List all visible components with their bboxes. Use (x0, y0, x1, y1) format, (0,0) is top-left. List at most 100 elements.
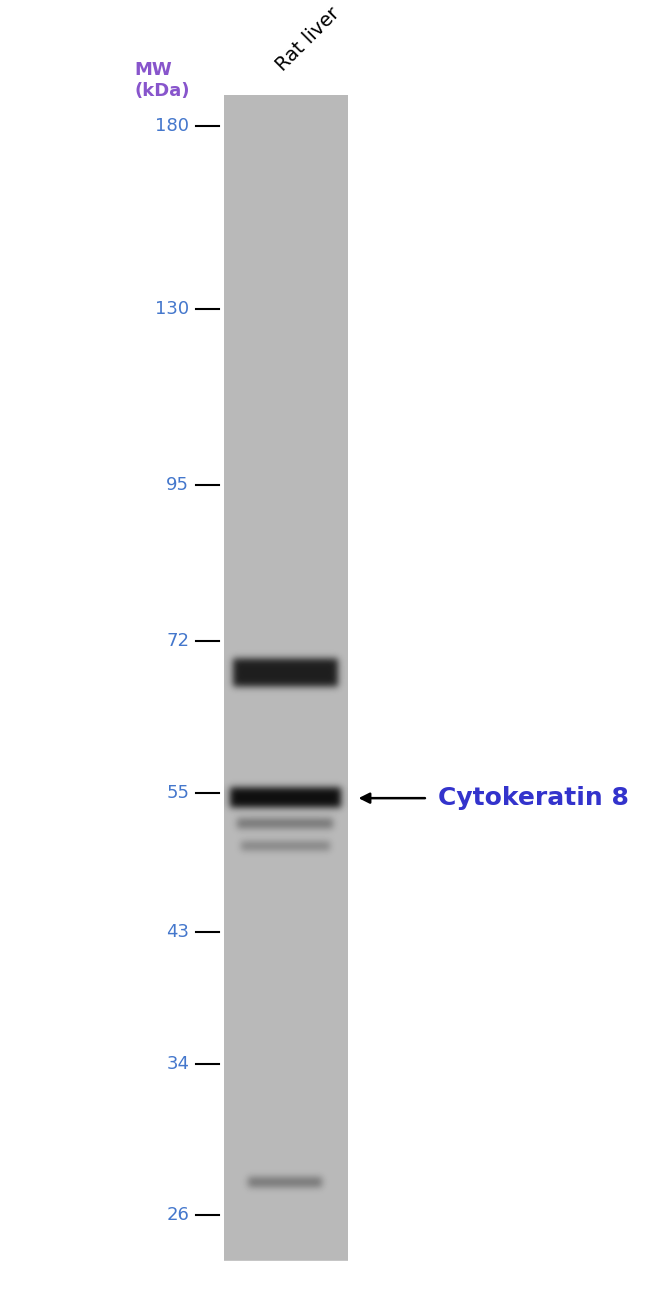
Bar (224, 812, 348, 818)
Bar (224, 573, 348, 579)
Bar (224, 101, 348, 107)
Bar (224, 1115, 348, 1121)
Bar (224, 584, 348, 591)
Bar (224, 1173, 348, 1179)
Text: Cytokeratin 8: Cytokeratin 8 (437, 786, 629, 811)
Bar (224, 864, 348, 870)
Bar (224, 538, 348, 544)
Bar (224, 224, 348, 230)
Text: 55: 55 (166, 784, 189, 802)
Text: 95: 95 (166, 476, 189, 494)
Bar (224, 177, 348, 184)
Bar (224, 240, 348, 247)
Bar (224, 526, 348, 533)
Bar (224, 136, 348, 142)
Bar (224, 1224, 348, 1232)
Bar (224, 473, 348, 481)
Bar (224, 94, 348, 102)
Bar (224, 1231, 348, 1237)
Text: 34: 34 (166, 1055, 189, 1073)
Bar (224, 800, 348, 807)
Bar (224, 270, 348, 277)
Bar (224, 794, 348, 800)
Bar (224, 1080, 348, 1086)
Bar (224, 899, 348, 905)
Bar (224, 636, 348, 644)
Bar (224, 940, 348, 946)
Bar (224, 590, 348, 597)
Bar (224, 531, 348, 539)
Bar (224, 387, 348, 393)
Bar (224, 375, 348, 381)
Bar (224, 835, 348, 842)
Bar (224, 456, 348, 463)
Bar (224, 1143, 348, 1151)
Bar (224, 415, 348, 423)
Bar (224, 870, 348, 877)
Bar (224, 1085, 348, 1093)
Bar (224, 550, 348, 556)
Bar (224, 683, 348, 690)
Bar (224, 1208, 348, 1214)
Bar (224, 742, 348, 749)
Bar (224, 171, 348, 177)
Bar (224, 1184, 348, 1191)
Bar (224, 235, 348, 242)
Bar (224, 561, 348, 568)
Bar (224, 422, 348, 428)
Bar (224, 1161, 348, 1168)
Bar (224, 433, 348, 440)
Bar (224, 1120, 348, 1127)
Bar (224, 1073, 348, 1081)
Bar (224, 112, 348, 119)
Bar (224, 166, 348, 172)
Bar (224, 608, 348, 614)
Bar (224, 247, 348, 253)
Bar (224, 666, 348, 672)
Bar (224, 701, 348, 707)
Bar (224, 829, 348, 835)
Bar (224, 147, 348, 154)
Bar (224, 369, 348, 375)
Bar (224, 1010, 348, 1016)
Bar (224, 952, 348, 958)
Bar (224, 1243, 348, 1249)
Bar (224, 497, 348, 504)
Bar (224, 1021, 348, 1028)
Bar (224, 299, 348, 305)
Bar (224, 747, 348, 754)
Bar (224, 322, 348, 328)
Bar (224, 789, 348, 795)
Bar (224, 206, 348, 212)
Bar (224, 893, 348, 900)
Bar (224, 305, 348, 312)
Bar (224, 480, 348, 486)
Bar (224, 1108, 348, 1116)
Bar (224, 503, 348, 509)
Bar (224, 1038, 348, 1046)
Bar (224, 282, 348, 288)
Bar (224, 945, 348, 952)
Bar (224, 275, 348, 282)
Bar (224, 462, 348, 469)
Bar (224, 555, 348, 562)
Bar (224, 671, 348, 679)
Bar (224, 782, 348, 789)
Bar (224, 648, 348, 656)
Bar (224, 543, 348, 551)
Bar (224, 975, 348, 981)
Bar (224, 736, 348, 742)
Bar (224, 1178, 348, 1186)
Text: 26: 26 (166, 1205, 189, 1223)
Bar (224, 1138, 348, 1144)
Bar (224, 1103, 348, 1109)
Bar (224, 1149, 348, 1156)
Bar (224, 1045, 348, 1051)
Bar (224, 882, 348, 888)
Bar (224, 1190, 348, 1197)
Text: 180: 180 (155, 116, 189, 134)
Bar (224, 142, 348, 149)
Bar (224, 910, 348, 917)
Bar (224, 392, 348, 400)
Bar (224, 427, 348, 434)
